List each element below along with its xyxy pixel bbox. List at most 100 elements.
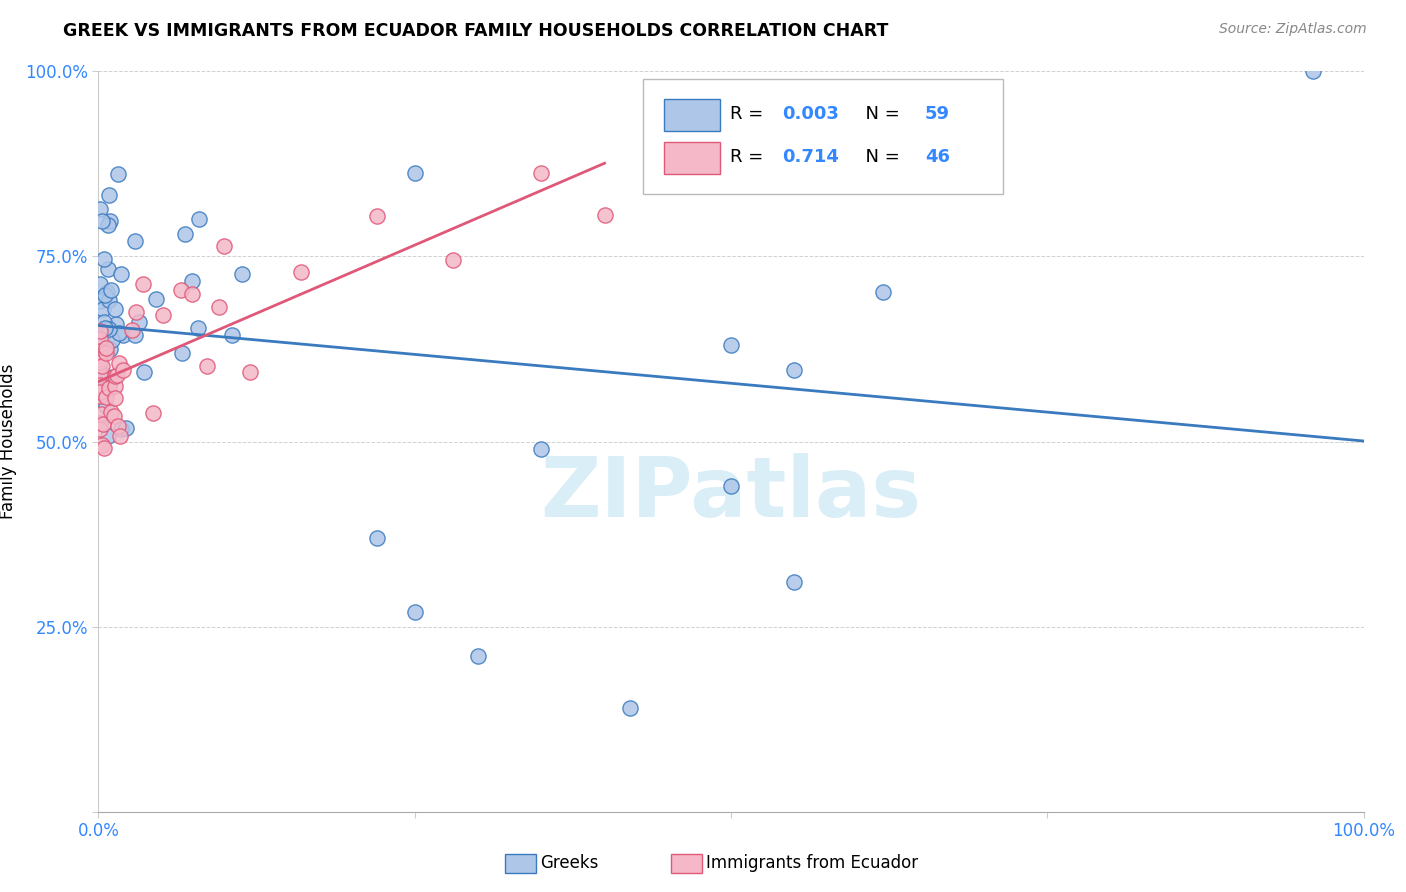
Point [89,416,111,430]
Point [91,417,114,431]
Point [872,285,894,299]
Point [121,323,143,337]
Point [239,365,262,379]
Point [91,384,114,398]
Point [187,321,209,335]
Point [173,227,195,241]
Point [89,202,111,216]
Point [98,188,121,202]
Point [91,367,114,381]
Point [212,239,235,253]
Point [366,531,388,545]
Point [231,267,253,281]
Point [107,167,129,181]
Point [94,399,117,413]
Point [207,300,229,314]
Point [90,383,112,397]
Point [90,359,112,374]
Point [101,333,124,347]
Point [125,305,148,319]
Point [100,405,122,419]
Point [97,293,120,307]
Text: ZIPatlas: ZIPatlas [541,453,921,534]
Point [404,605,426,619]
Point [124,327,146,342]
Point [111,362,134,376]
Point [530,165,553,179]
Point [720,479,742,493]
Text: GREEK VS IMMIGRANTS FROM ECUADOR FAMILY HOUSEHOLDS CORRELATION CHART: GREEK VS IMMIGRANTS FROM ECUADOR FAMILY … [63,22,889,40]
Point [104,368,127,383]
Point [89,355,111,369]
Point [115,420,138,434]
Point [90,214,112,228]
Text: R =: R = [730,147,769,166]
Point [103,379,125,393]
Text: 59: 59 [925,104,949,122]
Point [170,346,193,360]
Point [593,208,616,222]
Point [124,234,146,248]
Point [104,317,127,331]
Text: 46: 46 [925,147,949,166]
Point [181,287,204,301]
Point [110,422,132,436]
FancyBboxPatch shape [643,78,1004,194]
Point [404,166,426,180]
Point [93,315,115,329]
Point [89,384,111,399]
Point [89,389,111,403]
Point [98,381,121,395]
Point [104,301,127,316]
Point [89,325,111,339]
Point [128,315,150,329]
Point [89,293,111,308]
Point [783,363,806,377]
Point [89,351,111,366]
Point [100,283,122,297]
Point [89,378,111,392]
Point [180,274,202,288]
Text: N =: N = [853,147,905,166]
Point [93,252,115,267]
Point [94,346,117,360]
Point [1302,64,1324,78]
Point [107,419,129,434]
Point [221,327,243,342]
Point [195,359,218,374]
Point [366,209,388,223]
Point [93,442,115,456]
Text: Greeks: Greeks [540,855,599,872]
Point [107,356,129,370]
Point [530,442,553,456]
Point [89,277,111,292]
Point [145,292,167,306]
Point [94,287,117,301]
Point [91,332,114,346]
Text: N =: N = [853,104,905,122]
Text: 0.003: 0.003 [782,104,838,122]
Point [89,349,111,363]
Point [132,277,155,291]
Point [783,575,806,590]
Point [112,328,135,343]
Text: Source: ZipAtlas.com: Source: ZipAtlas.com [1219,22,1367,37]
Point [104,391,127,405]
Point [100,375,122,389]
FancyBboxPatch shape [664,142,720,174]
Point [188,212,211,227]
Point [108,429,131,443]
Point [441,252,464,267]
Text: R =: R = [730,104,769,122]
Point [619,701,641,715]
Point [91,302,114,317]
Point [108,326,131,341]
Point [720,338,742,352]
Point [90,407,112,421]
Point [89,422,111,436]
Text: 0.714: 0.714 [782,147,838,166]
Y-axis label: Family Households: Family Households [0,364,17,519]
Point [110,268,132,282]
Point [94,321,117,335]
Point [105,368,128,383]
